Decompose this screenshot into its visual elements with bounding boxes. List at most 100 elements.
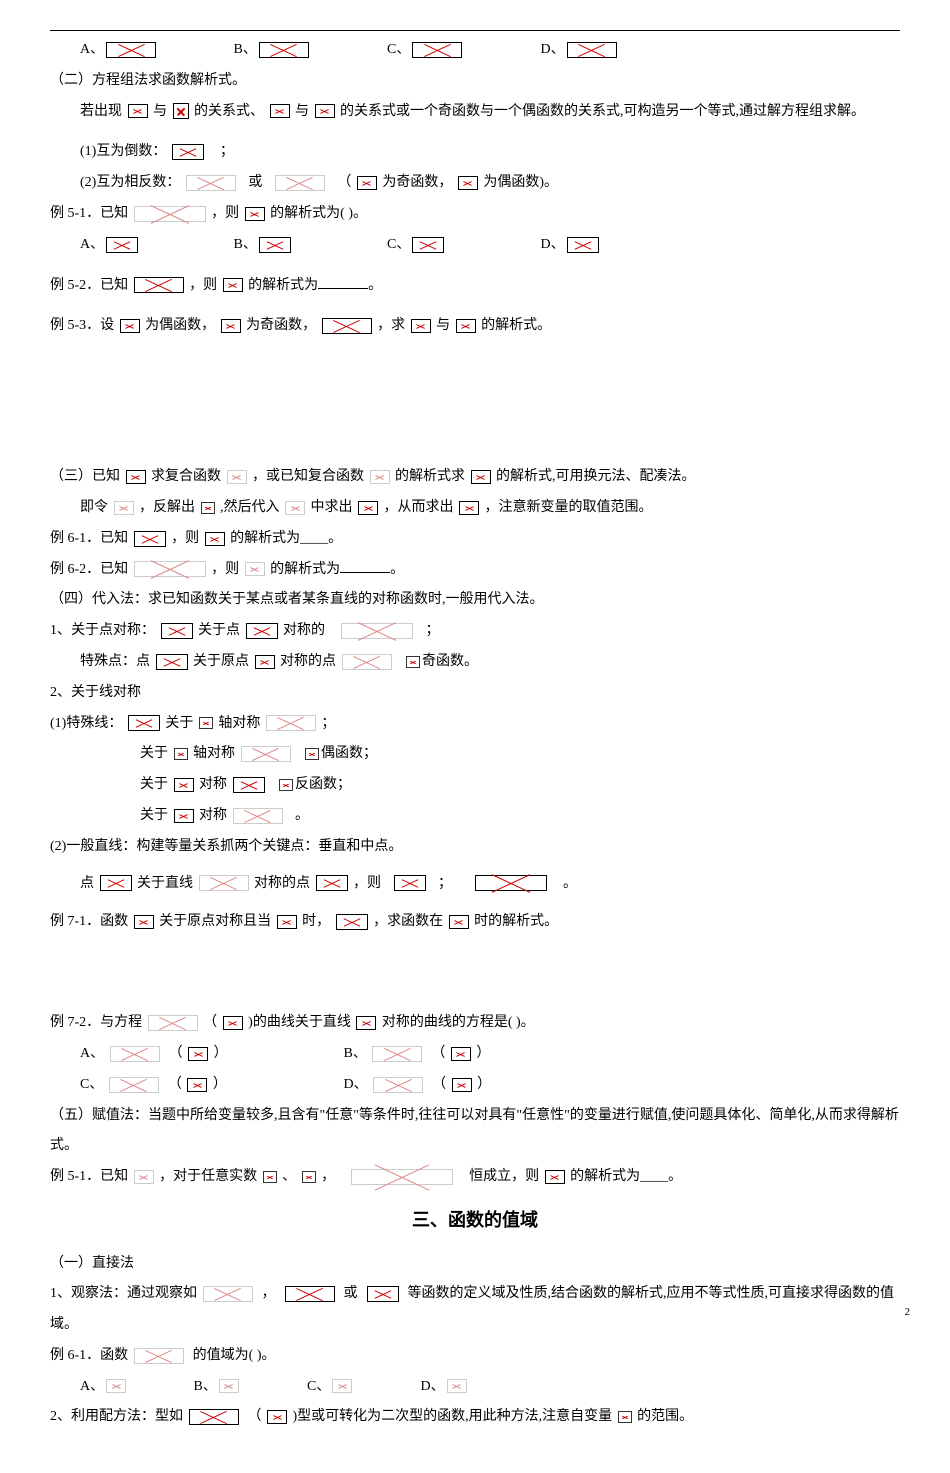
sec4-g: (2)一般直线：构建等量关系抓两个关键点：垂直和中点。 <box>50 832 900 863</box>
formula-icon <box>452 1078 472 1092</box>
formula-icon <box>545 1170 565 1184</box>
arrow-icon <box>279 779 293 791</box>
sec2-desc: 若出现 与 的关系式、 与 的关系式或一个奇函数与一个偶函数的关系式,可构造另一… <box>50 97 900 128</box>
formula-icon <box>199 875 249 891</box>
formula-icon <box>148 1015 198 1031</box>
formula-icon <box>412 42 462 58</box>
formula-icon <box>106 237 138 253</box>
choice-a: A、 <box>80 230 230 261</box>
formula-icon <box>275 175 325 191</box>
page-number: 2 <box>905 1300 911 1324</box>
sec3-title: （三）已知 求复合函数 ，或已知复合函数 的解析式求 的解析式,可用换元法、配凑… <box>50 462 900 493</box>
formula-icon <box>126 470 146 484</box>
sec4-p2: 2、关于线对称 <box>50 678 900 709</box>
formula-icon <box>315 104 335 118</box>
formula-icon <box>205 532 225 546</box>
m1-title: （一）直接法 <box>50 1249 900 1280</box>
formula-icon <box>201 502 215 514</box>
formula-icon <box>245 562 265 576</box>
formula-icon <box>233 808 283 824</box>
formula-icon <box>351 1169 453 1185</box>
formula-icon <box>411 319 431 333</box>
sec4-l2: 关于 轴对称 偶函数； <box>50 739 900 770</box>
sec4-sp: 特殊点：点 关于原点 对称的点 奇函数。 <box>50 647 900 678</box>
arrow-icon <box>305 748 319 760</box>
blank <box>318 274 368 289</box>
ex72-row1: A、 （ ） B、 （ ） <box>50 1039 900 1070</box>
sec2-title: （二）方程组法求函数解析式。 <box>50 66 900 97</box>
formula-icon <box>106 1379 126 1393</box>
formula-icon <box>255 655 275 669</box>
formula-icon <box>373 1077 423 1093</box>
var-icon <box>199 717 213 729</box>
formula-icon <box>475 875 547 891</box>
ex61b-choices: A、 B、 C、 D、 <box>50 1372 900 1403</box>
formula-icon <box>267 1410 287 1424</box>
sec4-l4: 关于 对称 。 <box>50 801 900 832</box>
ex61: 例 6-1．已知 ，则 的解析式为____。 <box>50 524 900 555</box>
formula-icon <box>367 1286 399 1302</box>
formula-icon <box>203 1286 253 1302</box>
choice-b: B、 <box>234 35 384 66</box>
var-icon <box>174 748 188 760</box>
formula-icon <box>114 501 134 515</box>
formula-icon <box>161 623 193 639</box>
formula-icon <box>372 1046 422 1062</box>
ex51: 例 5-1．已知 ，则 的解析式为( )。 <box>50 199 900 230</box>
sec3-l2: 即令 ，反解出 ,然后代入 中求出 ，从而求出 ，注意新变量的取值范围。 <box>50 493 900 524</box>
formula-icon <box>266 715 316 731</box>
formula-icon <box>173 103 189 119</box>
formula-icon <box>567 237 599 253</box>
formula-icon <box>189 1409 239 1425</box>
formula-icon <box>134 277 184 293</box>
sec2-r2: (2)互为相反数： 或 （ 为奇函数， 为偶函数)。 <box>50 168 900 199</box>
choice-b: B、 <box>234 230 384 261</box>
formula-icon <box>370 470 390 484</box>
section-title-3: 三、函数的值域 <box>50 1201 900 1241</box>
ex61b: 例 6-1．函数 的值域为( )。 <box>50 1341 900 1372</box>
m2: 2、利用配方法：型如 （ )型或可转化为二次型的函数,用此种方法,注意自变量 的… <box>50 1402 900 1433</box>
formula-icon <box>223 278 243 292</box>
blank <box>340 558 390 573</box>
formula-icon <box>336 914 368 930</box>
formula-icon <box>449 915 469 929</box>
formula-icon <box>316 875 348 891</box>
formula-icon <box>110 1046 160 1062</box>
formula-icon <box>277 915 297 929</box>
choice-d: D、 <box>541 35 691 66</box>
formula-icon <box>134 1348 184 1364</box>
formula-icon <box>156 654 188 670</box>
formula-icon <box>221 319 241 333</box>
formula-icon <box>188 1047 208 1061</box>
choice-c: C、 <box>387 230 537 261</box>
ex62: 例 6-2．已知 ，则 的解析式为。 <box>50 555 900 586</box>
formula-icon <box>341 623 413 639</box>
formula-icon <box>356 1016 376 1030</box>
formula-icon <box>245 207 265 221</box>
formula-icon <box>285 501 305 515</box>
formula-icon <box>458 176 478 190</box>
arrow-icon <box>406 656 420 668</box>
formula-icon <box>270 104 290 118</box>
formula-icon <box>259 237 291 253</box>
formula-icon <box>358 501 378 515</box>
formula-icon <box>106 42 156 58</box>
formula-icon <box>227 470 247 484</box>
formula-icon <box>259 42 309 58</box>
formula-icon <box>134 206 206 222</box>
formula-icon <box>285 1286 335 1302</box>
choice-d: D、 <box>541 230 691 261</box>
var-icon <box>263 1171 277 1183</box>
ex51b: 例 5-1．已知 ，对于任意实数 、 ， 恒成立，则 的解析式为____。 <box>50 1162 900 1193</box>
top-choice-row: A、 B、 C、 D、 <box>50 35 900 66</box>
formula-icon <box>246 623 278 639</box>
formula-icon <box>219 1379 239 1393</box>
ex51-choices: A、 B、 C、 D、 <box>50 230 900 261</box>
m1-obs: 1、观察法：通过观察如 ， 或 等函数的定义域及性质,结合函数的解析式,应用不等… <box>50 1279 900 1341</box>
ex71: 例 7-1．函数 关于原点对称且当 时， ，求函数在 时的解析式。 <box>50 907 900 938</box>
formula-icon <box>109 1077 159 1093</box>
ex52: 例 5-2．已知 ，则 的解析式为。 <box>50 271 900 302</box>
formula-icon <box>322 318 372 334</box>
sec2-r1: (1)互为倒数： ； <box>50 137 900 168</box>
formula-icon <box>447 1379 467 1393</box>
